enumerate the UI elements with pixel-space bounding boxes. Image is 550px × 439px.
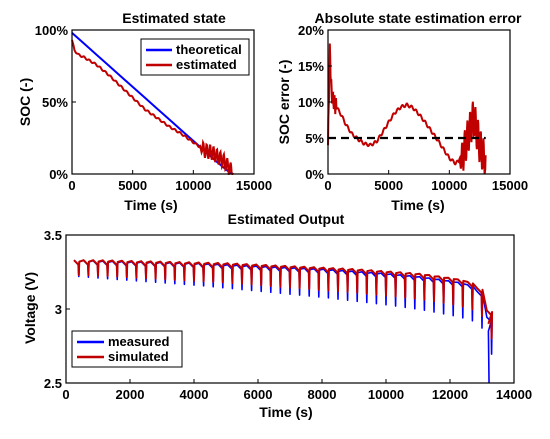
out-legend-label-simulated: simulated xyxy=(108,349,169,364)
soc-x-tick-label-1: 5000 xyxy=(118,178,147,193)
err-x-tick-label-3: 15000 xyxy=(492,178,528,193)
out-x-tick-label-7: 14000 xyxy=(496,387,532,402)
out-x-tick-label-3: 6000 xyxy=(244,387,273,402)
err-y-tick-label-0: 0% xyxy=(305,167,324,182)
out-y-axis-label: Voltage (V) xyxy=(22,272,38,344)
soc-title: Estimated state xyxy=(122,10,226,26)
soc-x-tick-label-2: 10000 xyxy=(175,178,211,193)
soc-y-tick-label-2: 100% xyxy=(35,23,69,38)
soc-y-tick-label-0: 0% xyxy=(49,167,68,182)
err-y-tick-label-1: 5% xyxy=(305,131,324,146)
out-x-axis-label: Time (s) xyxy=(259,404,312,420)
out-x-tick-label-1: 2000 xyxy=(116,387,145,402)
err-x-axis-label: Time (s) xyxy=(391,197,444,213)
out-legend-label-measured: measured xyxy=(108,334,169,349)
err-x-tick-label-1: 5000 xyxy=(374,178,403,193)
err-y-axis-label: SOC error (-) xyxy=(276,60,292,145)
out-y-tick-label-2: 3.5 xyxy=(44,228,62,243)
soc-legend-box xyxy=(140,38,250,76)
err-chart: Absolute state estimation error 0 5000 100… xyxy=(276,10,528,213)
err-series-layer xyxy=(327,43,487,174)
soc-series-layer xyxy=(71,32,234,175)
out-x-tick-label-0: 0 xyxy=(62,387,69,402)
out-y-ticks: 2.5 3 3.5 xyxy=(44,228,70,391)
soc-y-axis-label: SOC (-) xyxy=(17,78,33,126)
soc-chart: Estimated state 0 5000 10000 15000 0% 50% 100… xyxy=(17,10,272,213)
soc-x-axis-label: Time (s) xyxy=(124,197,177,213)
soc-legend-label-theoretical: theoretical xyxy=(176,42,242,57)
out-x-tick-label-6: 12000 xyxy=(432,387,468,402)
out-series-layer xyxy=(73,259,494,384)
err-y-ticks: 0% 5% 10% 15% 20% xyxy=(298,23,332,182)
out-legend: measured simulated xyxy=(71,330,183,368)
soc-legend-label-estimated: estimated xyxy=(176,57,237,72)
out-title: Estimated Output xyxy=(228,211,345,227)
out-y-tick-label-0: 2.5 xyxy=(44,376,62,391)
err-title: Absolute state estimation error xyxy=(315,10,522,26)
err-y-tick-label-4: 20% xyxy=(298,23,324,38)
out-chart: Estimated Output 0 2000 4000 6000 8000 10000 1… xyxy=(22,211,532,420)
soc-series-line-estimated xyxy=(71,39,234,175)
err-x-tick-label-0: 0 xyxy=(324,178,331,193)
soc-x-tick-label-3: 15000 xyxy=(236,178,272,193)
out-x-tick-label-5: 10000 xyxy=(368,387,404,402)
out-x-tick-label-2: 4000 xyxy=(180,387,209,402)
err-x-ticks: 0 5000 10000 15000 xyxy=(324,170,528,193)
out-x-tick-label-4: 8000 xyxy=(308,387,337,402)
out-legend-box xyxy=(71,330,183,368)
soc-legend: theoretical estimated xyxy=(140,38,250,76)
soc-x-ticks: 0 5000 10000 15000 xyxy=(68,170,272,193)
soc-y-tick-label-1: 50% xyxy=(42,95,68,110)
soc-y-ticks: 0% 50% 100% xyxy=(35,23,76,182)
out-x-ticks: 0 2000 4000 6000 8000 10000 12000 14000 xyxy=(62,379,532,402)
soc-x-tick-label-0: 0 xyxy=(68,178,75,193)
err-x-tick-label-2: 10000 xyxy=(431,178,467,193)
soc-series-line-theoretical xyxy=(71,32,234,175)
out-series-line-simulated xyxy=(73,259,494,340)
out-y-tick-label-1: 3 xyxy=(55,302,62,317)
err-y-tick-label-2: 10% xyxy=(298,95,324,110)
err-y-tick-label-3: 15% xyxy=(298,59,324,74)
err-plot xyxy=(327,29,511,175)
